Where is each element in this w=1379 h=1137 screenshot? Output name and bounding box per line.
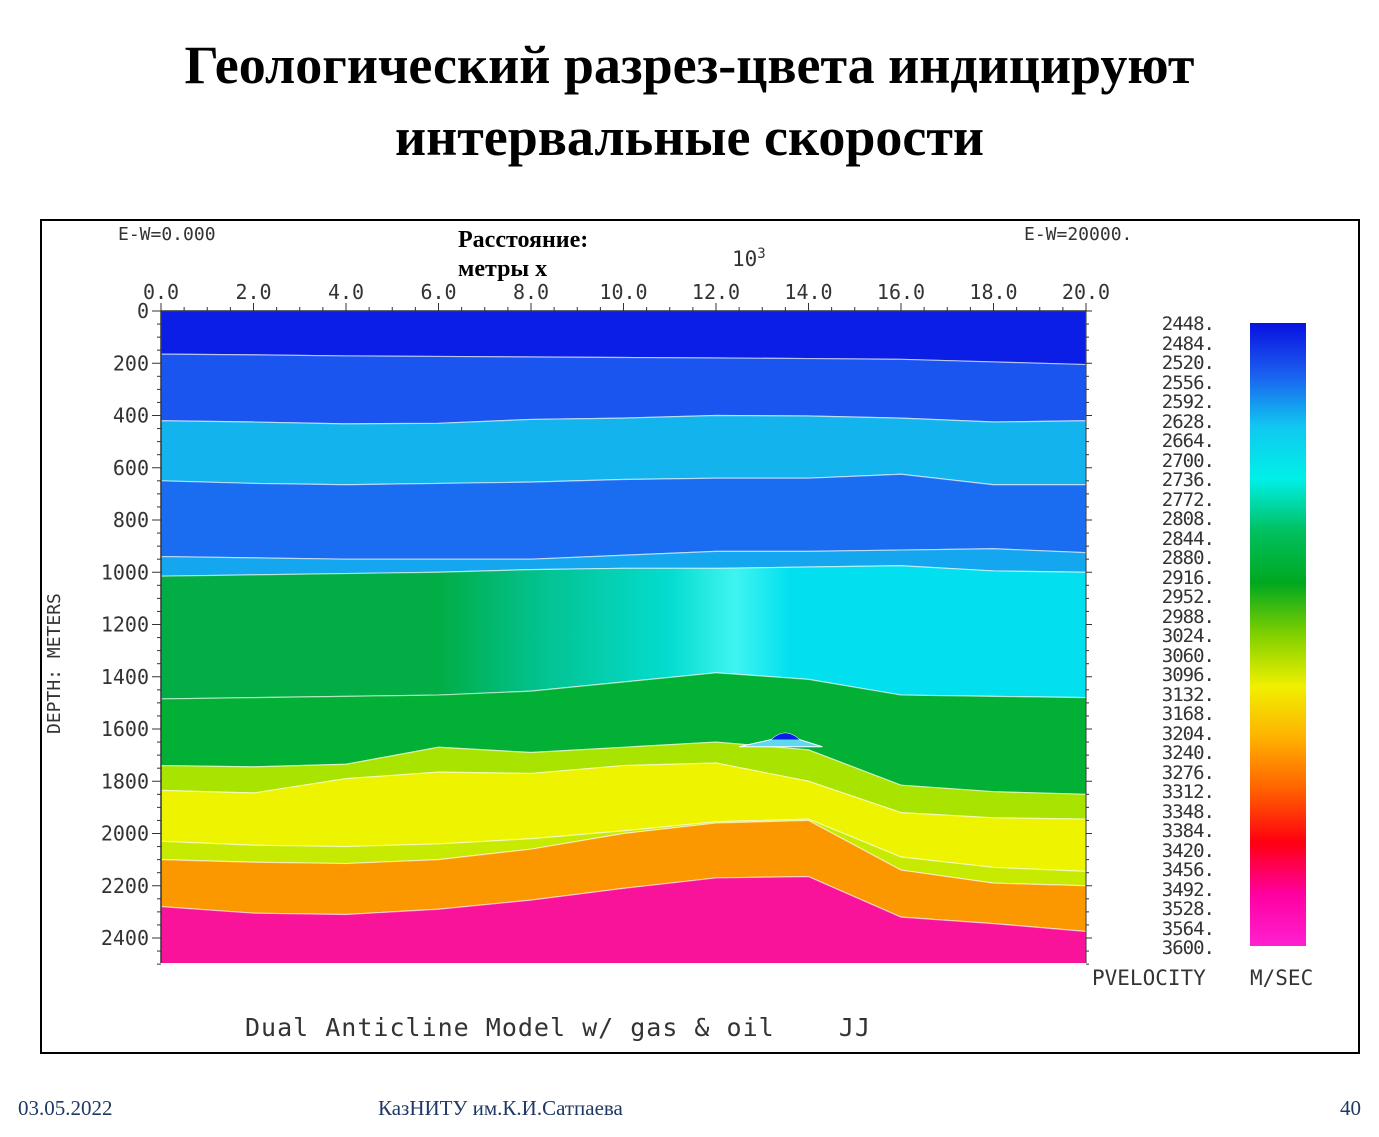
x-multiplier-exponent: 3 (757, 246, 766, 262)
y-tick-label: 200 (113, 351, 149, 375)
colorbar-tick-label: 3096. (1161, 664, 1215, 686)
colorbar-tick-label: 3384. (1161, 820, 1215, 842)
y-tick-label: 0 (137, 299, 149, 323)
x-tick-label: 18.0 (969, 280, 1017, 304)
colorbar-tick-label: 3312. (1161, 781, 1215, 803)
colorbar-tick-label: 2628. (1161, 410, 1215, 433)
colorbar-tick-label: 3528. (1161, 898, 1215, 920)
colorbar-tick-label: 3204. (1161, 722, 1215, 745)
colorbar-tick-label: 2484. (1161, 332, 1215, 355)
x-tick-label: 12.0 (692, 280, 740, 304)
x-tick-label: 0.0 (143, 280, 179, 304)
slide-title-line-2: интервальные скорости (395, 107, 984, 167)
corner-label-left: E-W=0.000 (118, 224, 216, 245)
colorbar-tick-label: 2772. (1161, 488, 1215, 511)
y-tick-label: 1800 (101, 769, 149, 793)
gas-lens (771, 733, 800, 740)
distance-annotation-line-1: Расстояние: (458, 227, 589, 253)
x-tick-label: 8.0 (513, 280, 549, 304)
x-tick-label: 20.0 (1062, 280, 1110, 304)
colorbar-tick-label: 2592. (1161, 391, 1215, 413)
y-tick-label: 1600 (101, 717, 149, 741)
footer-organization: КазНИТУ им.К.И.Сатпаева (378, 1096, 623, 1120)
colorbar-tick-label: 2556. (1161, 371, 1215, 394)
y-tick-label: 600 (113, 456, 149, 480)
x-tick-label: 14.0 (784, 280, 832, 304)
colorbar-tick-label: 2808. (1161, 508, 1215, 530)
colorbar-tick-label: 2952. (1161, 586, 1215, 608)
colorbar-tick-label: 3240. (1161, 742, 1215, 764)
layer-6 (160, 565, 1087, 700)
colorbar-tick-label: 3420. (1161, 839, 1215, 862)
x-tick-label: 2.0 (235, 280, 271, 304)
colorbar-tick-label: 3456. (1161, 859, 1215, 881)
x-tick-label: 6.0 (420, 280, 456, 304)
colorbar-tick-label: 2736. (1161, 469, 1215, 491)
footer-date: 03.05.2022 (18, 1096, 113, 1120)
y-tick-label: 400 (113, 404, 149, 428)
colorbar-tick-label: 3600. (1161, 937, 1215, 959)
y-tick-label: 2400 (101, 926, 149, 950)
layer-2 (160, 353, 1087, 425)
colorbar-tick-label: 2880. (1161, 547, 1215, 569)
colorbar-tick-label: 3060. (1161, 644, 1215, 667)
x-tick-label: 10.0 (599, 280, 647, 304)
y-tick-label: 1400 (101, 665, 149, 689)
layer-4 (160, 473, 1087, 560)
chart-title: Dual Anticline Model w/ gas & oil JJ (245, 1013, 871, 1042)
colorbar-tick-label: 2520. (1161, 352, 1215, 374)
colorbar-tick-label: 2448. (1161, 313, 1215, 335)
plot-bottom-mask (161, 963, 1088, 967)
colorbar-tick-label: 2916. (1161, 566, 1215, 589)
x-multiplier-base: 10 (732, 247, 758, 271)
colorbar-tick-label: 2664. (1161, 430, 1215, 452)
slide-title-line-1: Геологический разрез-цвета индицируют (184, 35, 1195, 95)
colorbar-tick-label: 3348. (1161, 800, 1215, 823)
footer-page-number: 40 (1340, 1096, 1361, 1120)
colorbar-labels: 2448. 2484. 2520. 2556. 2592. 2628. 2664. 2700.… (1130, 313, 1215, 959)
colorbar-tick-label: 2988. (1161, 605, 1215, 628)
distance-annotation-line-2: метры x (458, 256, 548, 282)
colorbar-label: PVELOCITY (1092, 966, 1206, 990)
colorbar (1250, 323, 1306, 946)
colorbar-tick-label: 2844. (1161, 527, 1215, 550)
figure-frame (40, 219, 1360, 1054)
colorbar-tick-label: 3132. (1161, 683, 1215, 706)
corner-label-right: E-W=20000. (1024, 224, 1133, 245)
colorbar-tick-label: 2700. (1161, 449, 1215, 472)
colorbar-tick-label: 3168. (1161, 703, 1215, 725)
colorbar-tick-label: 3492. (1161, 878, 1215, 901)
y-tick-label: 1000 (101, 560, 149, 584)
x-multiplier: 103 (732, 246, 766, 271)
y-tick-label: 800 (113, 508, 149, 532)
x-tick-label: 4.0 (328, 280, 364, 304)
x-tick-label: 16.0 (877, 280, 925, 304)
colorbar-tick-label: 3276. (1161, 761, 1215, 784)
layer-3 (160, 414, 1087, 486)
y-tick-label: 1200 (101, 613, 149, 637)
y-tick-label: 2000 (101, 822, 149, 846)
y-tick-label: 2200 (101, 874, 149, 898)
colorbar-unit: M/SEC (1250, 966, 1314, 990)
colorbar-tick-label: 3024. (1161, 625, 1215, 647)
colorbar-tick-label: 3564. (1161, 917, 1215, 940)
